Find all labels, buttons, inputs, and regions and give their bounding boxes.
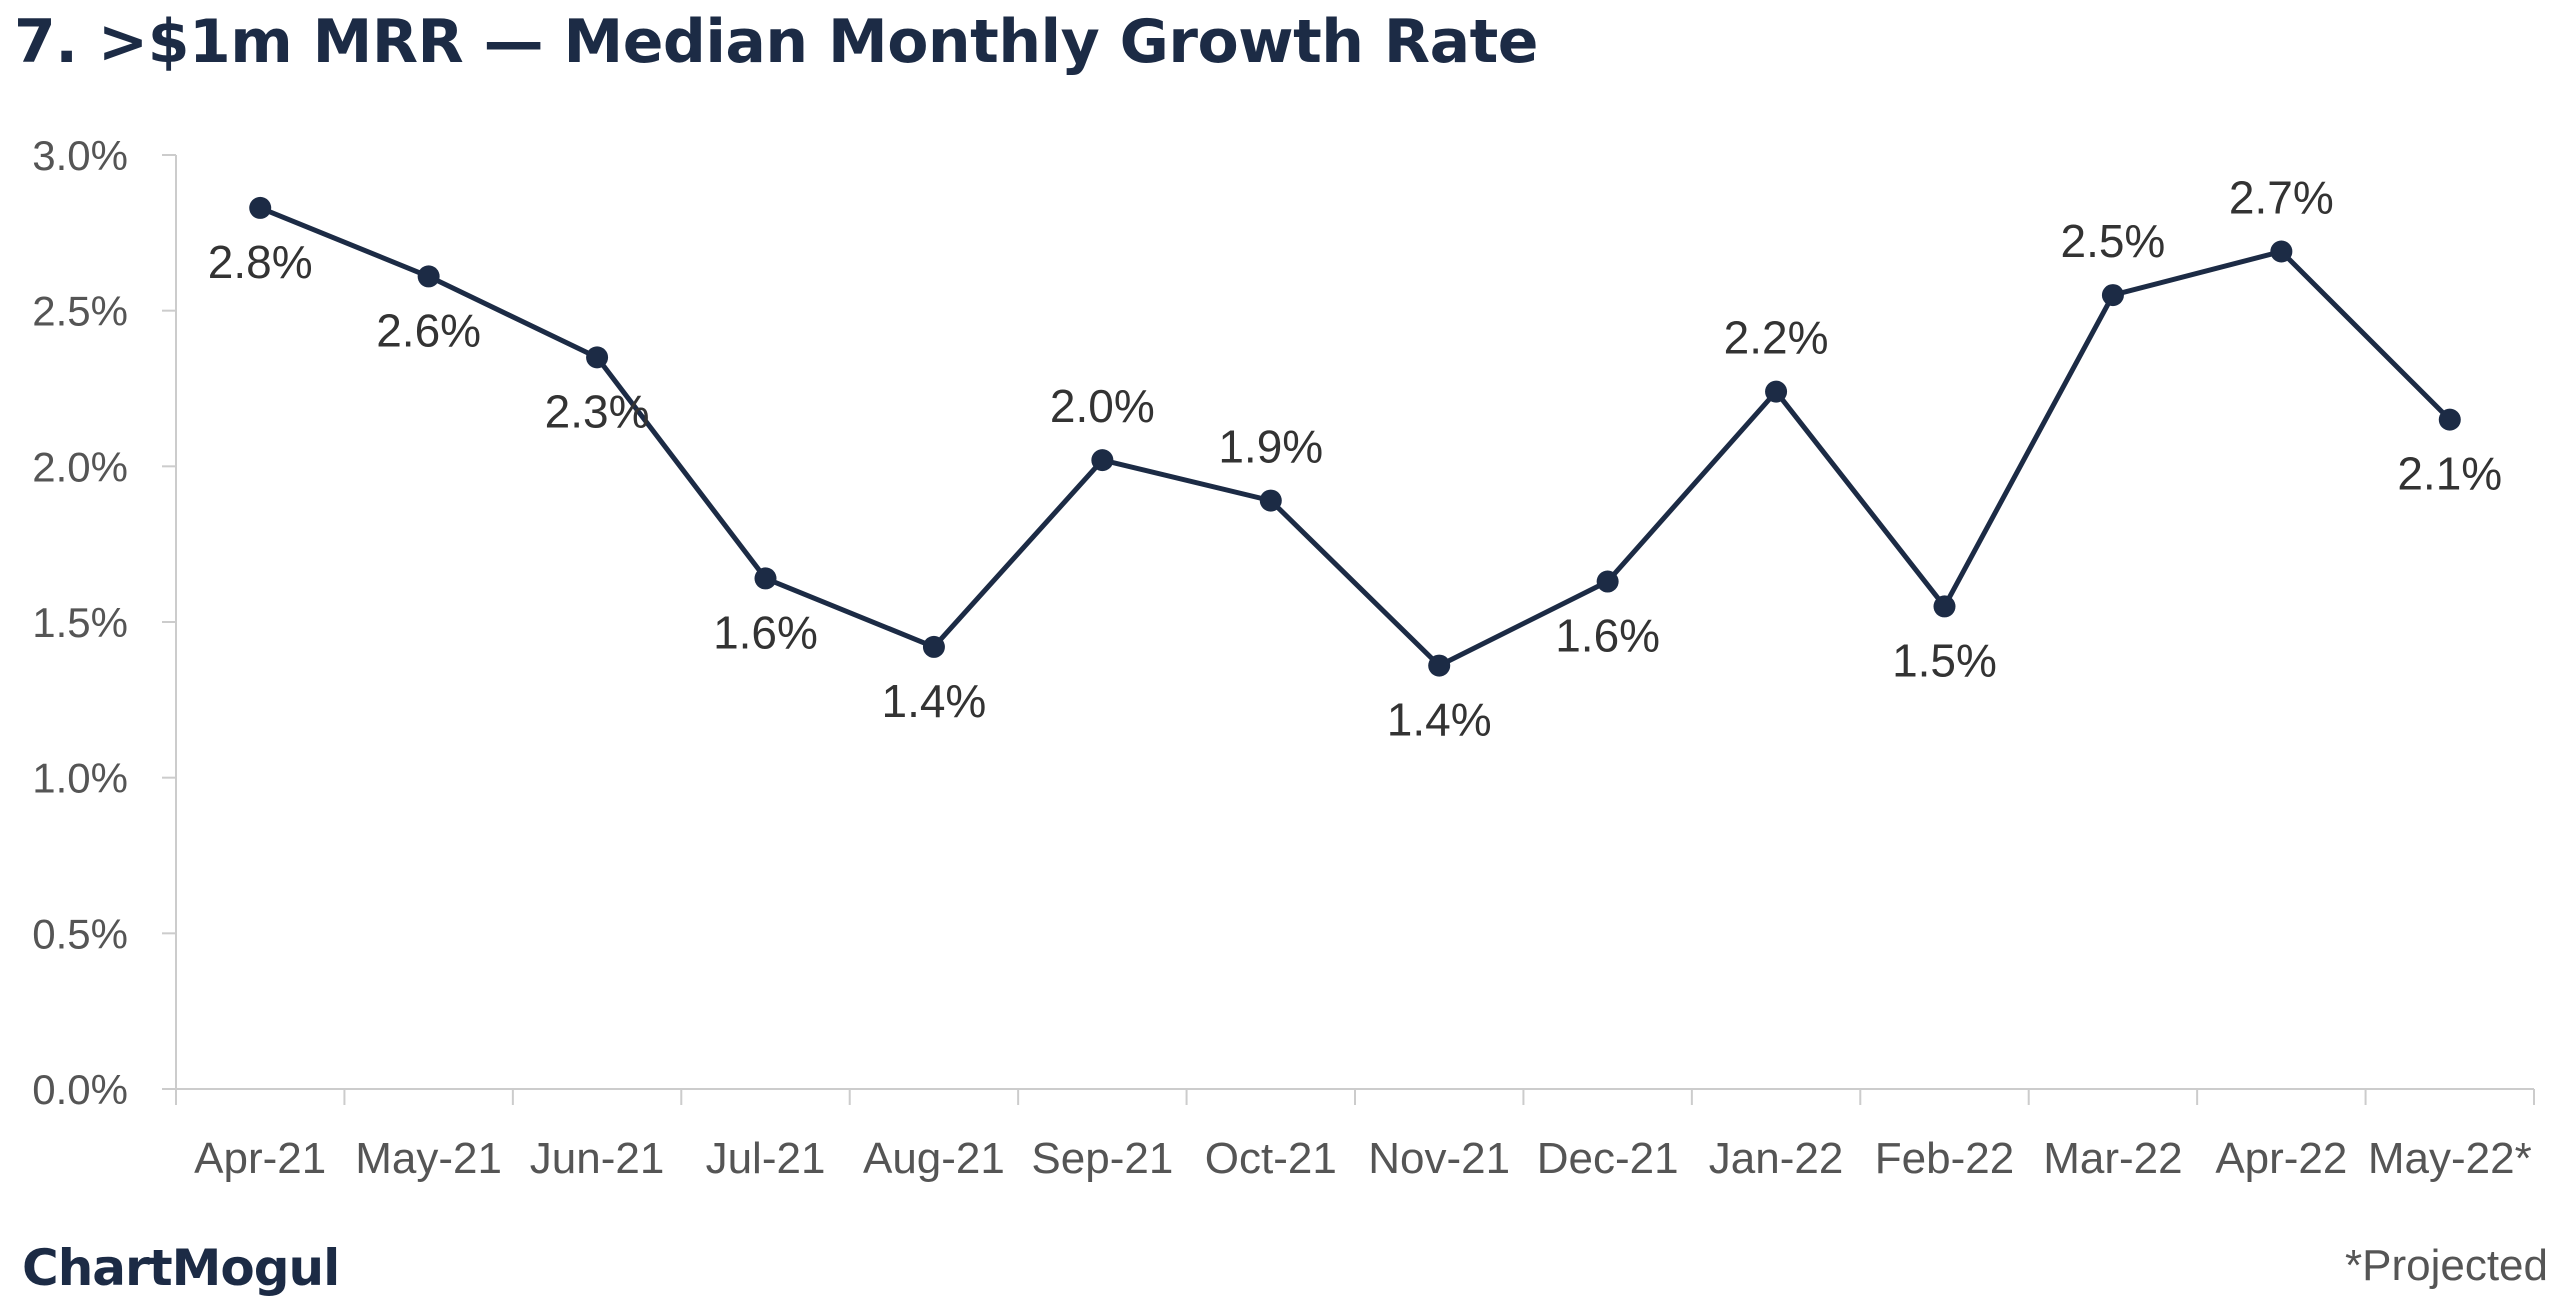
data-point: [1765, 380, 1788, 403]
data-point: [1259, 489, 1282, 512]
data-label: 2.2%: [1724, 312, 1829, 364]
x-tick-label: Jul-21: [706, 1134, 826, 1183]
data-point: [2101, 284, 2124, 307]
data-label: 2.7%: [2229, 172, 2334, 224]
x-tick-label: Apr-21: [194, 1134, 326, 1183]
x-tick-label: May-21: [355, 1134, 502, 1183]
y-tick-label: 2.0%: [32, 443, 128, 490]
data-label: 2.8%: [208, 236, 313, 288]
series-line: [257, 205, 2453, 669]
data-point: [2438, 408, 2461, 431]
chart-title: 7. >$1m MRR — Median Monthly Growth Rate: [14, 7, 1538, 77]
data-label: 2.3%: [545, 385, 650, 437]
data-point: [754, 567, 777, 590]
x-tick-label: Dec-21: [1537, 1134, 1679, 1183]
x-axis: Apr-21 May-21 Jun-21 Jul-21 Aug-21 Sep-21 Oct-…: [175, 1088, 2535, 1183]
data-point: [417, 265, 440, 288]
data-point: [1596, 570, 1619, 593]
x-tick-label: Mar-22: [2043, 1134, 2182, 1183]
y-tick-label: 1.0%: [32, 755, 128, 802]
x-tick-label: May-22*: [2368, 1134, 2532, 1183]
y-axis: 0.0% 0.5% 1.0% 1.5% 2.0% 2.5% 3.0%: [32, 132, 177, 1113]
data-label: 2.0%: [1050, 380, 1155, 432]
x-tick-label: Apr-22: [2215, 1134, 2347, 1183]
data-point: [922, 635, 945, 658]
data-labels: 2.8% 2.6% 2.3% 1.6% 1.4% 2.0% 1.9% 1.4% 1.6% 2.2%…: [208, 172, 2502, 746]
data-label: 2.6%: [376, 304, 481, 356]
data-label: 2.1%: [2397, 448, 2502, 500]
data-point: [1428, 654, 1451, 677]
data-point: [586, 346, 609, 369]
x-tick-label: Oct-21: [1205, 1134, 1337, 1183]
data-label: 1.4%: [881, 675, 986, 727]
series-growth-rate: [249, 196, 2461, 677]
x-tick-label: Nov-21: [1368, 1134, 1510, 1183]
x-tick-label: Feb-22: [1875, 1134, 2014, 1183]
data-label: 1.5%: [1892, 634, 1997, 686]
data-point: [1933, 595, 1956, 618]
data-label: 1.6%: [1555, 610, 1660, 662]
y-tick-label: 2.5%: [32, 288, 128, 335]
x-tick-label: Aug-21: [863, 1134, 1005, 1183]
data-label: 1.6%: [713, 606, 818, 658]
data-label: 1.9%: [1218, 421, 1323, 473]
projected-footnote: *Projected: [2344, 1241, 2548, 1290]
chartmogul-logo: ChartMogul: [22, 1239, 340, 1297]
y-tick-label: 0.0%: [32, 1066, 128, 1113]
x-tick-label: Jan-22: [1709, 1134, 1844, 1183]
data-label: 2.5%: [2060, 215, 2165, 267]
y-tick-label: 3.0%: [32, 132, 128, 179]
data-point: [1091, 449, 1114, 472]
data-label: 1.4%: [1387, 694, 1492, 746]
data-point: [249, 196, 272, 219]
data-point: [2270, 240, 2293, 263]
y-tick-label: 1.5%: [32, 599, 128, 646]
x-tick-label: Jun-21: [530, 1134, 665, 1183]
x-tick-label: Sep-21: [1031, 1134, 1173, 1183]
y-tick-label: 0.5%: [32, 910, 128, 957]
